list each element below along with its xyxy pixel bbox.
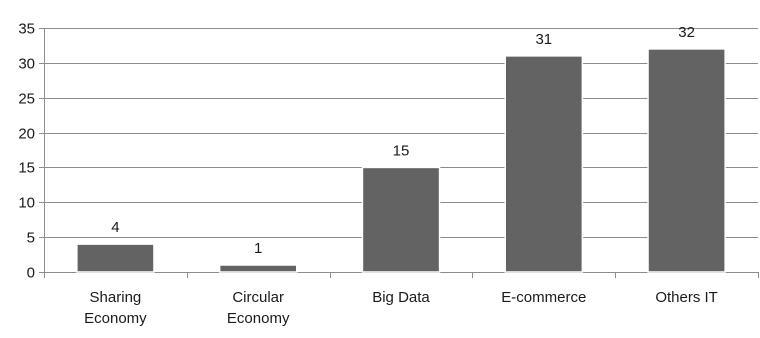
y-tick-label: 10 [18,195,35,212]
x-tick-label-line: Economy [227,310,290,327]
data-label: 32 [678,24,695,41]
y-tick-label: 30 [18,56,35,73]
data-label: 1 [254,240,262,257]
bar [647,48,726,273]
bar [361,166,441,273]
data-labels: 4 1 15 31 32 [111,24,695,257]
x-tick-label: Circular Economy [227,289,290,327]
x-tick-label: Sharing Economy [84,289,147,327]
x-tick-label-line: Economy [84,310,147,327]
y-tick-label: 0 [27,265,35,282]
x-tick-label-line: Big Data [372,289,430,306]
y-tick-label: 5 [27,230,35,247]
x-tick-label: Others IT [655,289,718,306]
bar [218,264,298,273]
y-tick-label: 35 [18,21,35,38]
data-label: 31 [535,31,552,48]
y-tick-label: 25 [18,91,35,108]
x-tick-label-line: Others IT [655,289,718,306]
data-label: 4 [111,219,119,236]
x-tick-labels: Sharing Economy Circular Economy Big Data E-c… [84,289,718,327]
data-label: 15 [393,142,410,159]
y-tick-label: 20 [18,126,35,143]
y-tick-labels: 0 5 10 15 20 25 30 35 [18,21,35,282]
x-tick-label-line: Circular [232,289,284,306]
x-tick-label: E-commerce [501,289,586,306]
x-tick-label-line: Sharing [90,289,142,306]
bar [76,243,155,273]
x-tick-label-line: E-commerce [501,289,586,306]
bar [504,55,584,273]
y-tick-label: 15 [18,160,35,177]
bars [76,48,726,273]
x-tick-label: Big Data [372,289,430,306]
